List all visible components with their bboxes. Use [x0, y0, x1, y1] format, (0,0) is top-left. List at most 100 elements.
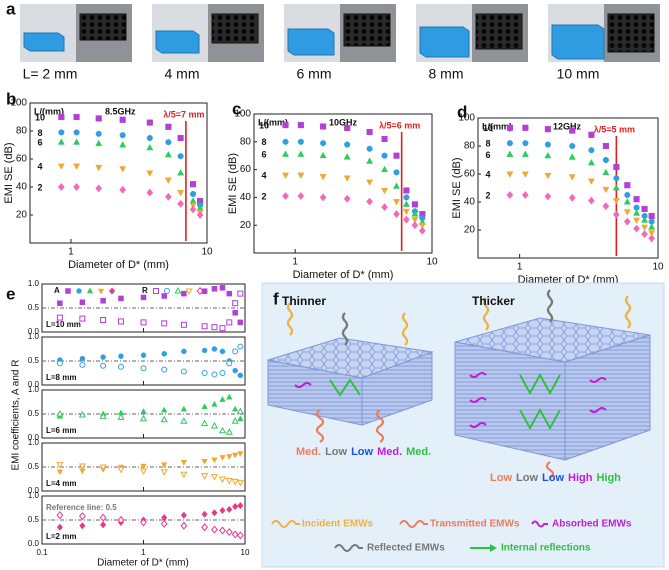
marker	[319, 151, 327, 159]
panel-letter: f	[273, 289, 279, 308]
marker	[602, 168, 610, 176]
level: Med.	[377, 446, 402, 458]
marker	[160, 469, 168, 476]
marker	[201, 510, 208, 518]
marker	[633, 217, 641, 225]
marker	[366, 129, 373, 136]
series-label: 8	[485, 139, 490, 149]
marker	[613, 163, 620, 171]
legend-title: L/(mm)	[258, 117, 288, 127]
marker	[366, 179, 374, 186]
marker	[226, 454, 233, 460]
x-tick-label: 1	[517, 262, 523, 273]
reflected-wave	[546, 289, 554, 323]
marker	[86, 287, 94, 294]
marker	[190, 181, 197, 188]
marker	[160, 519, 168, 528]
marker	[297, 191, 305, 201]
marker	[218, 476, 227, 484]
marker	[218, 426, 227, 434]
marker	[612, 198, 620, 205]
y-tick-label: 100	[234, 109, 251, 120]
marker	[602, 156, 609, 164]
marker	[506, 140, 513, 147]
legend-icon	[271, 520, 300, 528]
marker	[411, 221, 419, 230]
blue-block	[419, 26, 470, 58]
marker	[402, 208, 410, 216]
marker	[226, 290, 233, 297]
marker	[117, 515, 125, 525]
diagram-title: Thinner	[282, 294, 326, 308]
marker	[319, 174, 327, 181]
marker	[165, 139, 172, 146]
slab-top	[267, 337, 434, 379]
marker	[95, 164, 103, 172]
marker	[344, 124, 351, 131]
marker	[56, 469, 64, 476]
marker	[612, 184, 620, 191]
blue-block	[155, 30, 200, 54]
marker	[146, 143, 154, 151]
scatter-chart: 0.0 0.5 1.0 L=4 mm	[28, 438, 246, 495]
y-axis-label: EMI coefficients, A and R	[11, 360, 22, 471]
marker	[544, 141, 551, 148]
marker	[624, 182, 631, 189]
y-tick-label: 100	[10, 98, 27, 109]
y-tick-label: 0.5	[28, 356, 40, 365]
marker	[219, 348, 226, 355]
marker	[95, 184, 103, 193]
plot-frame	[29, 102, 208, 244]
marker	[201, 323, 208, 330]
marker	[297, 122, 304, 129]
marker	[79, 355, 86, 362]
y-tick-label: 0.5	[28, 409, 40, 418]
charts: 20 40 60 80 100 1 10 Diameter of D* (mm) EMI SE …	[3, 98, 664, 569]
marker	[180, 321, 187, 328]
marker	[648, 223, 656, 230]
series-label: 10	[35, 112, 45, 122]
marker	[587, 158, 595, 166]
y-tick-label: 100	[458, 113, 475, 124]
frequency-label: 10GHz	[329, 117, 358, 127]
level: Low	[490, 472, 512, 484]
marker	[506, 150, 514, 157]
legend-label: Internal reflections	[501, 543, 591, 554]
series-label: 2	[261, 191, 266, 201]
transmitted-wave	[375, 409, 385, 443]
marker	[366, 145, 373, 152]
marker	[232, 502, 239, 511]
marker	[232, 367, 238, 374]
reflected-wave	[341, 312, 349, 346]
legend-title: L/(mm)	[34, 106, 64, 116]
marker	[393, 152, 400, 159]
honeycomb-block	[211, 13, 259, 44]
photo-label: 8 mm	[429, 66, 464, 82]
marker	[219, 370, 226, 376]
marker	[140, 352, 147, 358]
panel-letter: e	[6, 284, 15, 303]
marker	[153, 288, 159, 294]
marker	[392, 199, 400, 206]
level: Low	[516, 472, 538, 484]
y-tick-label: 0.5	[28, 303, 40, 312]
level: Med.	[296, 446, 321, 458]
y-tick-label: 0.0	[28, 486, 40, 495]
marker	[190, 190, 197, 198]
scatter-chart: 20 40 60 80 100 1 10 Diameter of D* (mm) EMI SE …	[227, 109, 438, 281]
marker	[568, 153, 576, 160]
marker	[319, 193, 327, 202]
marker	[196, 210, 204, 220]
marker	[79, 361, 86, 368]
plot-frame	[477, 117, 659, 259]
marker	[602, 186, 610, 194]
marker	[282, 191, 289, 201]
marker	[79, 299, 86, 305]
marker	[411, 217, 419, 224]
marker	[366, 197, 374, 206]
marker	[210, 474, 219, 481]
series-label: 4	[261, 171, 266, 181]
marker	[623, 209, 631, 216]
marker	[108, 287, 116, 295]
marker	[58, 129, 65, 136]
